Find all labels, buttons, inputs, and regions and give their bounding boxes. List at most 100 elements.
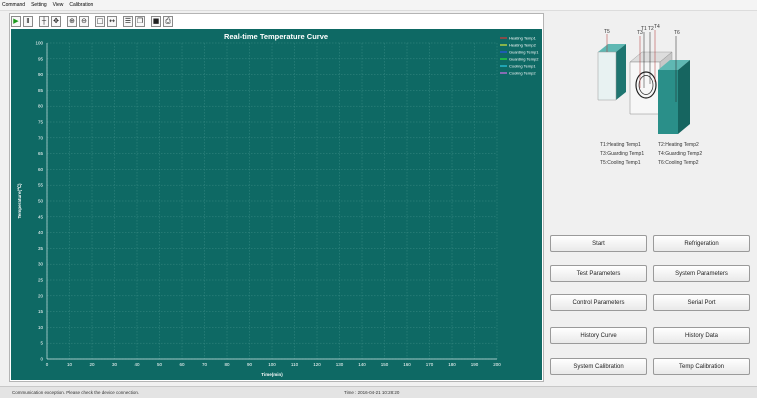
x-tick-label: 140 [358, 362, 366, 367]
y-tick-label: 80 [38, 104, 44, 109]
legend-entry: Guarding Temp1 [509, 50, 539, 55]
menu-view[interactable]: View [52, 2, 64, 8]
temp-calibration-button[interactable]: Temp Calibration [653, 358, 750, 375]
x-tick-label: 180 [448, 362, 456, 367]
move-icon[interactable]: ✥ [51, 16, 61, 27]
serial-port-button[interactable]: Serial Port [653, 294, 750, 311]
cooling-plate-right [658, 36, 690, 134]
legend-t5: T5:Cooling Temp1 [600, 160, 641, 166]
x-tick-label: 40 [134, 362, 140, 367]
x-tick-label: 20 [89, 362, 95, 367]
legend-t4: T4:Guarding Temp2 [658, 151, 702, 157]
label-t1: T1 [641, 26, 647, 32]
y-tick-label: 45 [38, 214, 44, 219]
crosshair-icon[interactable]: ┼ [39, 16, 49, 27]
y-tick-label: 5 [40, 341, 43, 346]
system-parameters-button[interactable]: System Parameters [653, 265, 750, 282]
legend-t3: T3:Guarding Temp1 [600, 151, 644, 157]
sensor-diagram: T5 T3 T1 T2 T4 T6 [597, 24, 690, 134]
x-tick-label: 120 [313, 362, 321, 367]
print-icon[interactable]: ⎙ [163, 16, 173, 27]
y-tick-label: 30 [38, 262, 44, 267]
x-tick-label: 70 [202, 362, 208, 367]
y-tick-label: 10 [38, 325, 44, 330]
y-axis-label: Temperature(℃) [16, 183, 22, 218]
x-tick-label: 130 [336, 362, 344, 367]
y-tick-label: 75 [38, 120, 44, 125]
menu-calibration[interactable]: Calibration [69, 2, 94, 8]
y-tick-label: 90 [38, 72, 44, 77]
y-tick-label: 65 [38, 151, 44, 156]
y-tick-label: 85 [38, 88, 44, 93]
x-tick-label: 110 [291, 362, 299, 367]
play-icon[interactable]: ▶ [11, 16, 21, 27]
label-t3: T3 [637, 30, 643, 36]
x-tick-label: 100 [268, 362, 276, 367]
y-tick-label: 15 [38, 309, 44, 314]
legend-entry: Cooling Temp1 [509, 64, 536, 69]
x-tick-label: 170 [426, 362, 434, 367]
refrigeration-button[interactable]: Refrigeration [653, 235, 750, 252]
y-tick-label: 100 [35, 41, 43, 46]
history-data-button[interactable]: History Data [653, 327, 750, 344]
label-t5: T5 [604, 29, 610, 35]
x-tick-label: 50 [157, 362, 163, 367]
label-t6: T6 [674, 30, 680, 36]
y-tick-label: 95 [38, 56, 44, 61]
x-tick-label: 150 [381, 362, 389, 367]
menu-setting[interactable]: Setting [31, 2, 47, 8]
status-message: Communication exception. Please check th… [12, 390, 140, 395]
y-tick-label: 70 [38, 135, 44, 140]
system-calibration-button[interactable]: System Calibration [550, 358, 647, 375]
chart-title: Real-time Temperature Curve [224, 32, 328, 41]
x-tick-label: 0 [46, 362, 49, 367]
chart-toolbar: ▶ Ⅱ ┼ ✥ ⊕ ⊖ □ ↔ ☰ ❐ ■ ⎙ [11, 14, 175, 29]
status-bar: Communication exception. Please check th… [0, 386, 757, 398]
y-tick-label: 40 [38, 230, 44, 235]
zoom-in-icon[interactable]: ⊕ [67, 16, 77, 27]
x-tick-label: 60 [179, 362, 185, 367]
control-parameters-button[interactable]: Control Parameters [550, 294, 647, 311]
zoom-out-icon[interactable]: ⊖ [79, 16, 89, 27]
select-box-icon[interactable]: □ [95, 16, 105, 27]
cooling-plate-left [597, 34, 626, 101]
legend-t1: T1:Heating Temp1 [600, 142, 641, 148]
label-t2: T2 [648, 26, 654, 32]
legend-t6: T6:Cooling Temp2 [658, 160, 699, 166]
temperature-chart: 0 10 20 30 40 50 60 70 80 90 100 110 120 130 140 150 160… [11, 29, 542, 380]
legend-entry: Cooling Temp2 [509, 71, 536, 76]
chart-background [11, 29, 542, 380]
legend-entry: Heating Temp2 [509, 43, 537, 48]
x-tick-label: 200 [493, 362, 501, 367]
x-tick-label: 190 [471, 362, 479, 367]
history-curve-button[interactable]: History Curve [550, 327, 647, 344]
sensor-legend: T1:Heating Temp1 T2:Heating Temp2 T3:Gua… [600, 142, 702, 166]
y-tick-label: 20 [38, 293, 44, 298]
y-tick-label: 35 [38, 246, 44, 251]
menu-command[interactable]: Command [2, 2, 26, 8]
legend-entry: Heating Temp1 [509, 36, 537, 41]
x-axis-label: Time(min) [261, 372, 283, 377]
x-tick-label: 30 [112, 362, 118, 367]
start-button[interactable]: Start [550, 235, 647, 252]
x-tick-label: 80 [224, 362, 230, 367]
x-tick-label: 90 [247, 362, 253, 367]
x-tick-label: 10 [67, 362, 73, 367]
legend-t2: T2:Heating Temp2 [658, 142, 699, 148]
y-tick-label: 55 [38, 183, 44, 188]
y-tick-label: 25 [38, 278, 44, 283]
y-tick-label: 60 [38, 167, 44, 172]
properties-icon[interactable]: ☰ [123, 16, 133, 27]
y-tick-label: 50 [38, 199, 44, 204]
menu-bar: Command Setting View Calibration [0, 0, 757, 11]
legend-entry: Guarding Temp2 [509, 57, 539, 62]
fit-width-icon[interactable]: ↔ [107, 16, 117, 27]
save-icon[interactable]: ■ [151, 16, 161, 27]
status-time: Time : 2016-04-21 10:28:20 [344, 390, 400, 395]
test-parameters-button[interactable]: Test Parameters [550, 265, 647, 282]
pause-icon[interactable]: Ⅱ [23, 16, 33, 27]
x-tick-label: 160 [403, 362, 411, 367]
copy-icon[interactable]: ❐ [135, 16, 145, 27]
y-tick-label: 0 [40, 357, 43, 362]
label-t4: T4 [654, 24, 660, 30]
